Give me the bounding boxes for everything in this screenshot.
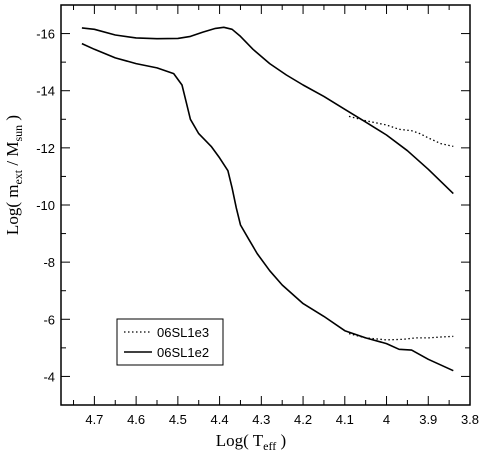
x-axis-title: Log( Teff ): [216, 431, 286, 453]
x-tick-label: 4.1: [336, 412, 354, 427]
x-tick-label: 4.2: [294, 412, 312, 427]
x-tick-label: 4.6: [127, 412, 145, 427]
legend: 06SL1e3 06SL1e2: [116, 318, 224, 366]
legend-label-06SL1e3: 06SL1e3: [157, 325, 209, 340]
x-tick-label: 4.5: [169, 412, 187, 427]
x-tick-label: 4.3: [252, 412, 270, 427]
x-tick-label: 3.9: [419, 412, 437, 427]
series-line-06SL1e3-upper: [348, 115, 454, 148]
series-line-06SL1e2-upper: [81, 26, 454, 195]
y-axis-title: Log( mext / Msun ): [3, 115, 25, 235]
y-tick-label: -16: [36, 27, 55, 42]
x-tick-label: 4.7: [85, 412, 103, 427]
x-tick-label: 4: [383, 412, 390, 427]
series-line-06SL1e2-lower: [81, 42, 454, 372]
y-tick-label: -6: [43, 312, 55, 327]
y-tick-label: -10: [36, 198, 55, 213]
curves-layer: [81, 26, 454, 372]
y-tick-label: -12: [36, 141, 55, 156]
legend-box: [116, 318, 224, 366]
y-tick-label: -14: [36, 84, 55, 99]
y-tick-label: -8: [43, 255, 55, 270]
legend-label-06SL1e2: 06SL1e2: [157, 345, 209, 360]
x-tick-label: 3.8: [461, 412, 479, 427]
y-tick-label: -4: [43, 369, 55, 384]
x-tick-label: 4.4: [211, 412, 229, 427]
